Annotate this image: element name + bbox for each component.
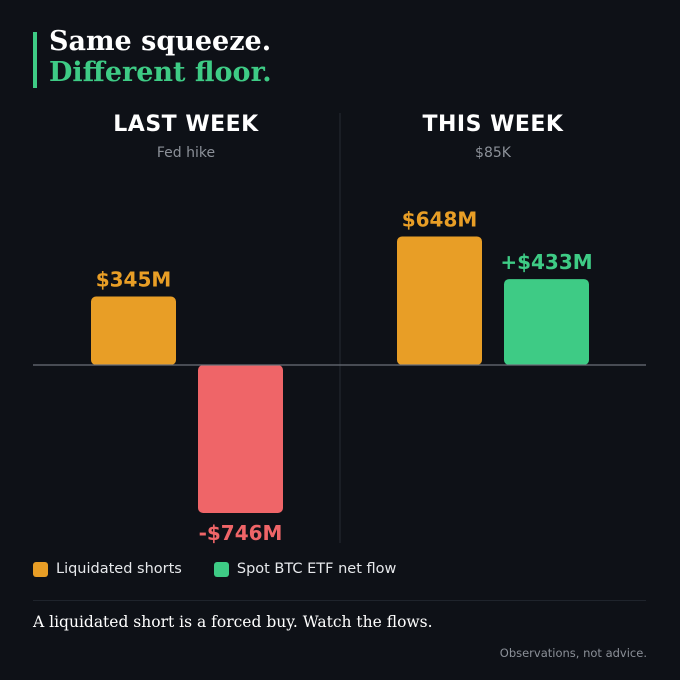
legend: Liquidated shorts Spot BTC ETF net flow: [33, 561, 428, 577]
panel-header-last-week: LAST WEEK Fed hike: [36, 112, 336, 161]
title-accent-bar: [33, 32, 37, 88]
legend-item-liquidated-shorts: Liquidated shorts: [33, 561, 182, 577]
value-label-last-week-liquidated-shorts: $345M: [96, 268, 172, 292]
legend-label-liquidated-shorts: Liquidated shorts: [56, 561, 182, 577]
legend-item-etf-flow: Spot BTC ETF net flow: [213, 561, 397, 577]
bar-last-week-etf-flow: [198, 365, 283, 513]
legend-swatch-liquidated-shorts: [33, 561, 48, 577]
value-label-this-week-etf-flow: +$433M: [500, 250, 592, 274]
legend-swatch-etf-flow: [213, 561, 229, 577]
panel-header-this-week: THIS WEEK $85K: [343, 112, 643, 161]
value-label-last-week-etf-flow: -$746M: [199, 521, 283, 545]
chart-title: Same squeeze. Different floor.: [49, 26, 272, 88]
panel-subtitle-last-week: Fed hike: [156, 145, 216, 161]
title-line-2: Different floor.: [49, 57, 272, 88]
panel-title-this-week: THIS WEEK: [422, 112, 564, 137]
caption: A liquidated short is a forced buy. Watc…: [33, 613, 433, 631]
footer-disclaimer: Observations, not advice.: [499, 646, 647, 660]
title-line-1: Same squeeze.: [49, 26, 272, 57]
panel-title-last-week: LAST WEEK: [113, 112, 259, 137]
legend-label-etf-flow: Spot BTC ETF net flow: [236, 561, 397, 577]
value-label-this-week-liquidated-shorts: $648M: [402, 207, 478, 231]
caption-divider: [33, 600, 646, 601]
bar-last-week-liquidated-shorts: [91, 296, 176, 365]
panel-subtitle-this-week: $85K: [475, 145, 511, 161]
bar-this-week-etf-flow: [504, 279, 589, 365]
bar-this-week-liquidated-shorts: [397, 236, 482, 365]
